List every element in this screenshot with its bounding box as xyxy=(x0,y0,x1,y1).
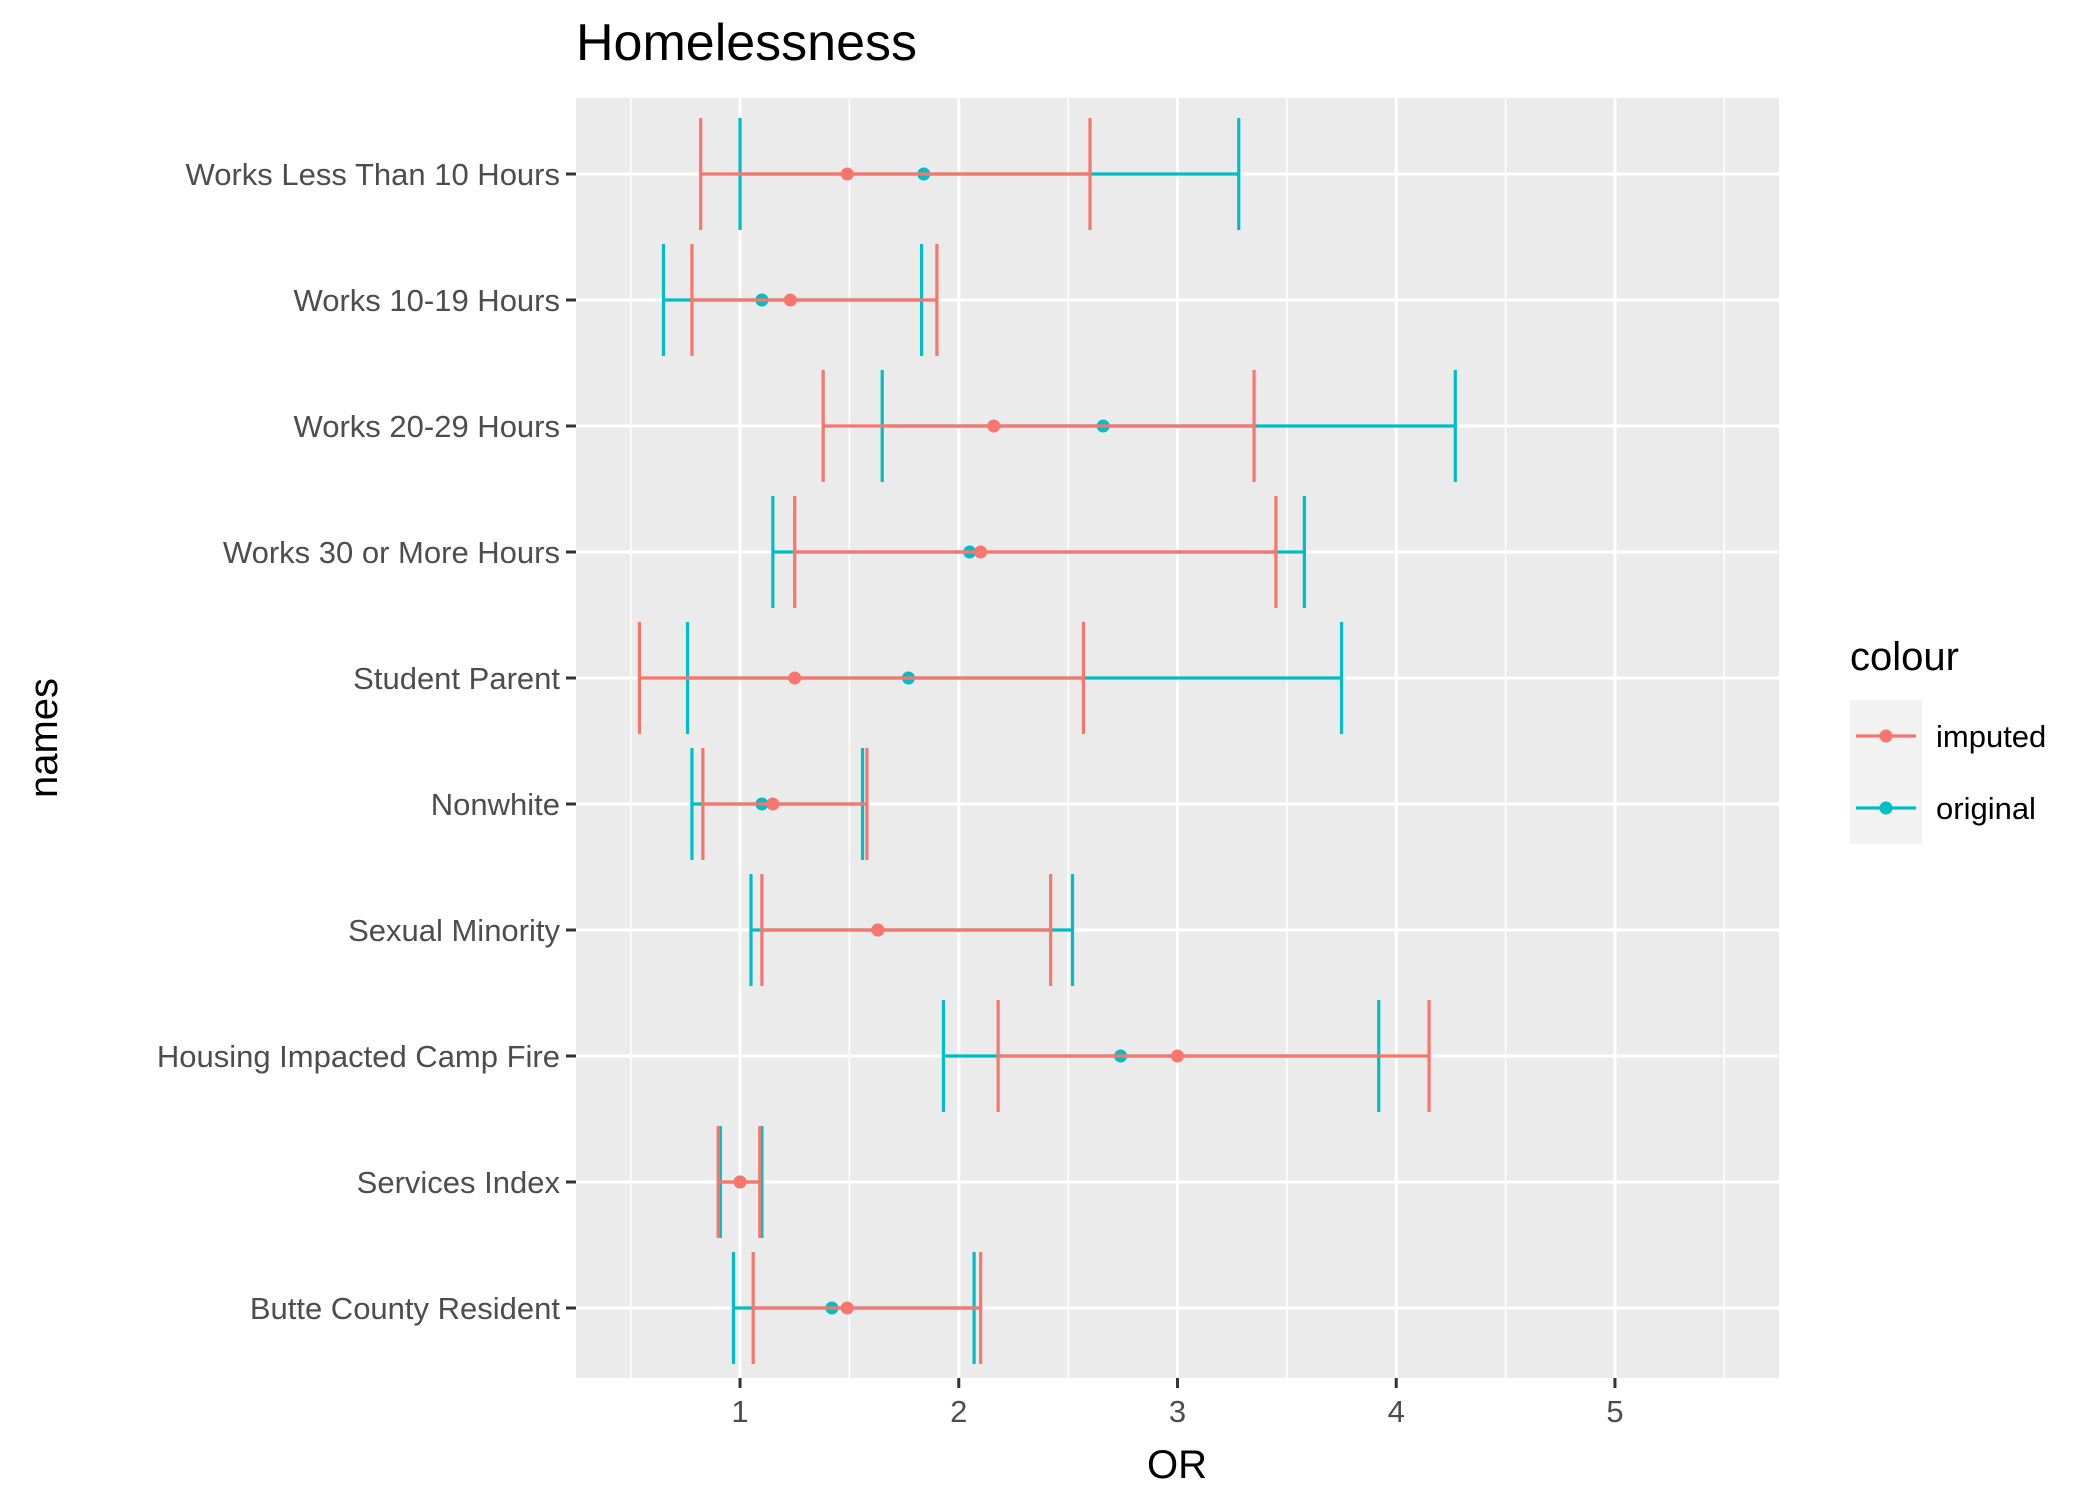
x-tick-label: 2 xyxy=(950,1394,967,1429)
legend-key-background xyxy=(1850,700,1922,844)
point-imputed xyxy=(871,923,885,937)
point-imputed xyxy=(733,1175,747,1189)
y-tick-label: Student Parent xyxy=(353,661,560,696)
point-imputed xyxy=(766,797,780,811)
x-axis: 1 2 3 4 5 xyxy=(731,1378,1624,1429)
x-tick-label: 4 xyxy=(1388,1394,1405,1429)
legend-label-original: original xyxy=(1936,791,2036,826)
point-imputed xyxy=(974,545,988,559)
legend: colour imputed original xyxy=(1850,635,2046,844)
point-imputed xyxy=(840,1301,854,1315)
y-tick-label: Housing Impacted Camp Fire xyxy=(157,1039,560,1074)
series-imputed xyxy=(637,118,1431,1364)
legend-label-imputed: imputed xyxy=(1936,719,2046,754)
point-imputed xyxy=(1171,1049,1184,1063)
minor-gridlines xyxy=(629,98,1726,1378)
y-axis: Works Less Than 10 Hours Works 10-19 Hour… xyxy=(157,157,576,1326)
x-tick-label: 3 xyxy=(1169,1394,1186,1429)
legend-title: colour xyxy=(1850,635,1959,679)
series-layer xyxy=(637,118,1457,1364)
y-tick-label: Services Index xyxy=(357,1165,561,1200)
x-tick-label: 5 xyxy=(1606,1394,1623,1429)
y-tick-label: Works 20-29 Hours xyxy=(294,409,560,444)
y-axis-title: names xyxy=(22,678,66,798)
point-imputed xyxy=(840,167,854,181)
legend-key-point-imputed xyxy=(1879,729,1893,743)
y-tick-label: Sexual Minority xyxy=(348,913,560,948)
y-tick-label: Works 10-19 Hours xyxy=(294,283,560,318)
y-tick-label: Butte County Resident xyxy=(250,1291,561,1326)
x-axis-title: OR xyxy=(1147,1443,1207,1487)
y-tick-label: Works 30 or More Hours xyxy=(223,535,560,570)
y-tick-label: Works Less Than 10 Hours xyxy=(186,157,560,192)
chart-title: Homelessness xyxy=(576,14,917,72)
point-imputed xyxy=(788,671,802,685)
point-imputed xyxy=(783,293,797,307)
legend-key-point-original xyxy=(1879,801,1893,815)
point-imputed xyxy=(987,419,1001,433)
y-tick-label: Nonwhite xyxy=(431,787,560,822)
x-tick-label: 1 xyxy=(731,1394,748,1429)
